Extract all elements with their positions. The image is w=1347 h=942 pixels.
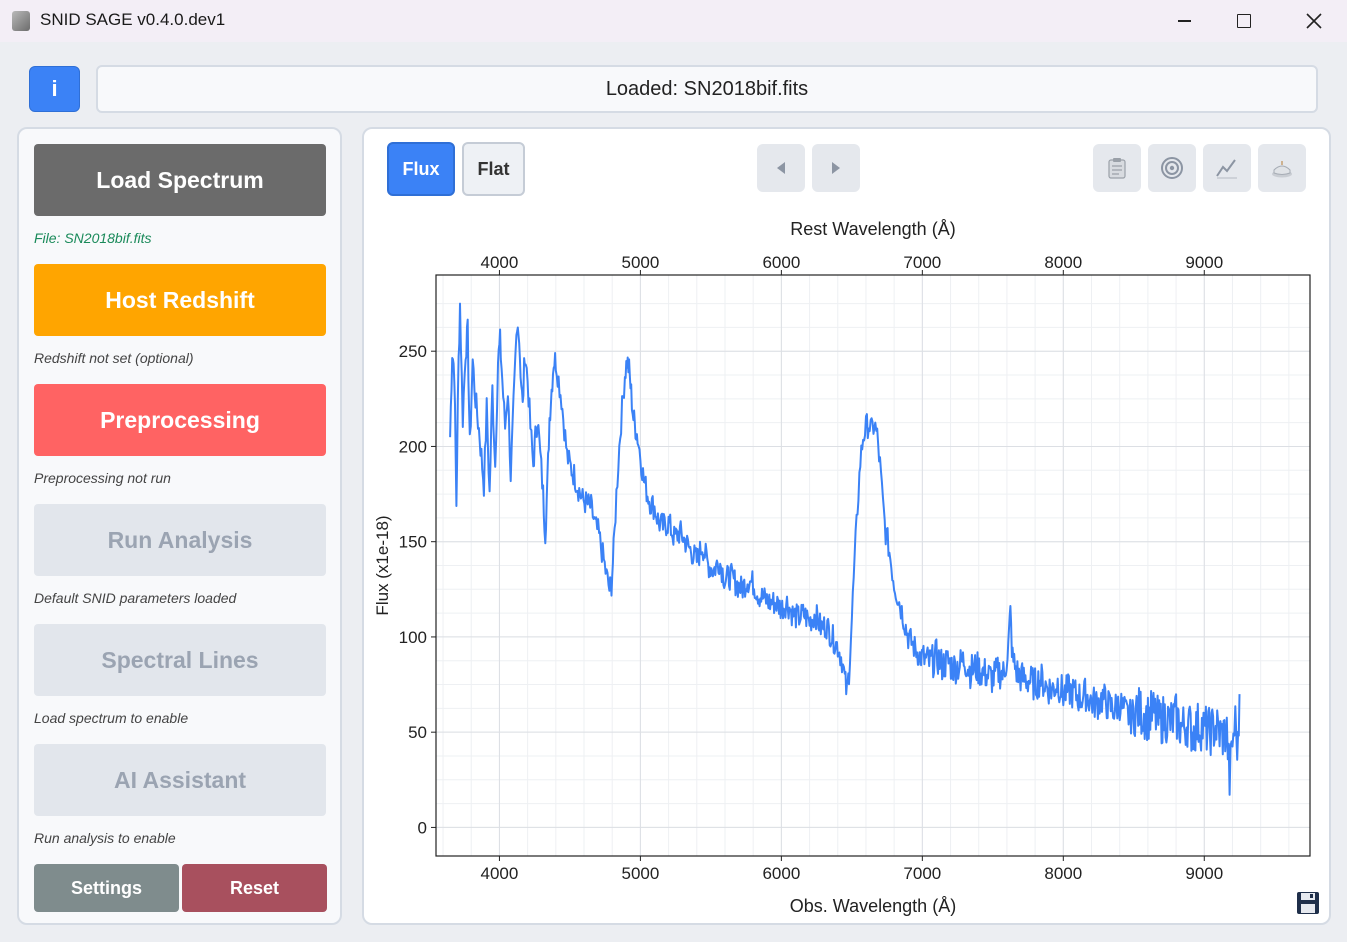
host-redshift-status: Redshift not set (optional) xyxy=(34,350,194,366)
info-button[interactable]: i xyxy=(29,66,80,112)
run-analysis-status: Default SNID parameters loaded xyxy=(34,590,237,606)
preprocessing-button[interactable]: Preprocessing xyxy=(34,384,326,456)
load-spectrum-status: File: SN2018bif.fits xyxy=(34,230,152,246)
top-x-tick-label: 6000 xyxy=(762,253,800,272)
title-bar: SNID SAGE v0.4.0.dev1 xyxy=(0,0,1347,42)
x-tick-label: 4000 xyxy=(481,864,519,883)
cake-icon[interactable] xyxy=(1258,144,1306,192)
flux-view-button[interactable]: Flux xyxy=(387,142,455,196)
target-icon[interactable] xyxy=(1148,144,1196,192)
x-tick-label: 7000 xyxy=(903,864,941,883)
ai-assistant-status: Run analysis to enable xyxy=(34,830,176,846)
y-tick-label: 250 xyxy=(399,342,427,361)
next-arrow-icon[interactable] xyxy=(812,144,860,192)
reset-button[interactable]: Reset xyxy=(182,864,327,912)
x-tick-label: 5000 xyxy=(621,864,659,883)
window-title: SNID SAGE v0.4.0.dev1 xyxy=(40,10,226,29)
y-tick-label: 0 xyxy=(418,818,427,837)
x-axis-label: Obs. Wavelength (Å) xyxy=(790,896,956,916)
top-x-axis-label: Rest Wavelength (Å) xyxy=(790,219,955,239)
x-tick-label: 9000 xyxy=(1185,864,1223,883)
maximize-icon[interactable] xyxy=(1221,0,1267,42)
plot-frame xyxy=(435,274,1311,857)
top-x-tick-label: 8000 xyxy=(1044,253,1082,272)
settings-button[interactable]: Settings xyxy=(34,864,179,912)
save-icon[interactable] xyxy=(1296,891,1320,915)
y-tick-label: 100 xyxy=(399,628,427,647)
plot-panel: Flux Flat 4000 5000 6000 7000 8000 9000 4000 50… xyxy=(362,127,1331,925)
top-x-tick-label: 9000 xyxy=(1185,253,1223,272)
prev-arrow-icon[interactable] xyxy=(757,144,805,192)
spectral-lines-button[interactable]: Spectral Lines xyxy=(34,624,326,696)
top-x-tick-label: 7000 xyxy=(903,253,941,272)
y-tick-label: 50 xyxy=(408,723,427,742)
spectrum-plot[interactable]: 4000 5000 6000 7000 8000 9000 4000 5000 6000 7000… xyxy=(364,129,1329,923)
flat-view-button[interactable]: Flat xyxy=(462,142,525,196)
y-tick-label: 200 xyxy=(399,437,427,456)
host-redshift-button[interactable]: Host Redshift xyxy=(34,264,326,336)
y-axis-label: Flux (x1e-18) xyxy=(373,515,392,615)
top-x-tick-label: 5000 xyxy=(621,253,659,272)
run-analysis-button[interactable]: Run Analysis xyxy=(34,504,326,576)
app-icon xyxy=(12,11,30,31)
ai-assistant-button[interactable]: AI Assistant xyxy=(34,744,326,816)
y-tick-label: 150 xyxy=(399,533,427,552)
status-bar: Loaded: SN2018bif.fits xyxy=(96,65,1318,113)
preprocessing-status: Preprocessing not run xyxy=(34,470,171,486)
x-tick-label: 8000 xyxy=(1044,864,1082,883)
chart-line-icon[interactable] xyxy=(1203,144,1251,192)
workflow-panel: Load Spectrum File: SN2018bif.fits Host … xyxy=(17,127,342,925)
loaded-file-status: Loaded: SN2018bif.fits xyxy=(605,77,809,100)
clipboard-icon[interactable] xyxy=(1093,144,1141,192)
top-x-tick-label: 4000 xyxy=(481,253,519,272)
x-tick-label: 6000 xyxy=(762,864,800,883)
close-icon[interactable] xyxy=(1291,0,1337,42)
spectral-lines-status: Load spectrum to enable xyxy=(34,710,189,726)
minimize-icon[interactable] xyxy=(1161,0,1207,42)
load-spectrum-button[interactable]: Load Spectrum xyxy=(34,144,326,216)
spectrum-line xyxy=(449,302,1241,796)
